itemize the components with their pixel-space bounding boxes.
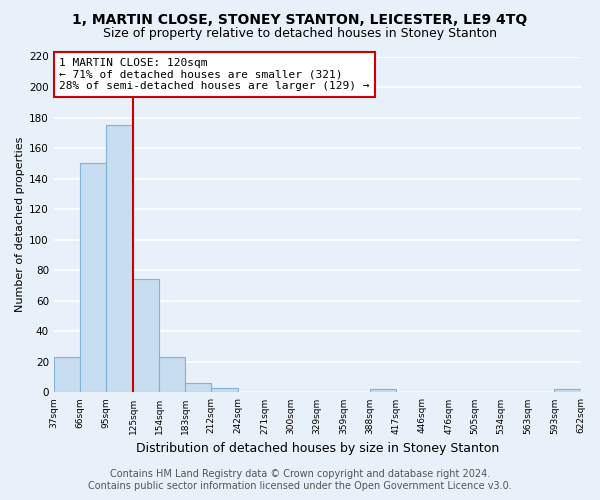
Text: Contains HM Land Registry data © Crown copyright and database right 2024.
Contai: Contains HM Land Registry data © Crown c…: [88, 470, 512, 491]
Bar: [80, 164, 106, 392]
Text: 1 MARTIN CLOSE: 120sqm
← 71% of detached houses are smaller (321)
28% of semi-de: 1 MARTIN CLOSE: 120sqm ← 71% of detached…: [59, 58, 370, 91]
X-axis label: Distribution of detached houses by size in Stoney Stanton: Distribution of detached houses by size …: [136, 442, 499, 455]
Bar: [133, 280, 159, 392]
Bar: [159, 358, 185, 392]
Text: Size of property relative to detached houses in Stoney Stanton: Size of property relative to detached ho…: [103, 28, 497, 40]
Bar: [554, 390, 581, 392]
Bar: [106, 125, 133, 392]
Bar: [185, 384, 211, 392]
Bar: [370, 390, 396, 392]
Text: 1, MARTIN CLOSE, STONEY STANTON, LEICESTER, LE9 4TQ: 1, MARTIN CLOSE, STONEY STANTON, LEICEST…: [73, 12, 527, 26]
Bar: [211, 388, 238, 392]
Bar: [54, 358, 80, 392]
Y-axis label: Number of detached properties: Number of detached properties: [15, 137, 25, 312]
